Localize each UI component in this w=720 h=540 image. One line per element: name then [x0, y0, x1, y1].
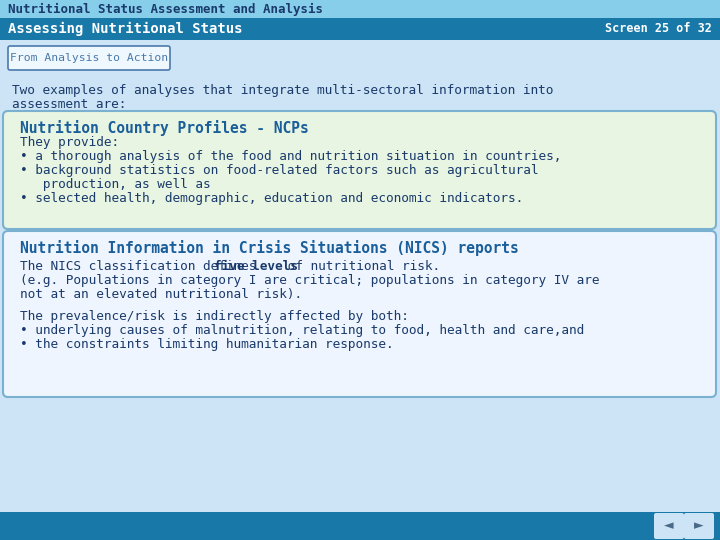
FancyBboxPatch shape: [8, 46, 170, 70]
Text: five levels: five levels: [214, 260, 297, 273]
Text: • underlying causes of malnutrition, relating to food, health and care,and: • underlying causes of malnutrition, rel…: [20, 324, 584, 337]
FancyBboxPatch shape: [684, 513, 714, 539]
FancyBboxPatch shape: [3, 231, 716, 397]
Text: Two examples of analyses that integrate multi-sectoral information into: Two examples of analyses that integrate …: [12, 84, 554, 97]
FancyBboxPatch shape: [0, 0, 720, 18]
Text: Nutritional Status Assessment and Analysis: Nutritional Status Assessment and Analys…: [8, 3, 323, 16]
Text: • background statistics on food-related factors such as agricultural: • background statistics on food-related …: [20, 164, 539, 177]
FancyBboxPatch shape: [3, 111, 716, 229]
Text: ►: ►: [694, 519, 704, 532]
Text: ◄: ◄: [664, 519, 674, 532]
Text: production, as well as: production, as well as: [20, 178, 211, 191]
Text: • a thorough analysis of the food and nutrition situation in countries,: • a thorough analysis of the food and nu…: [20, 150, 562, 163]
Text: They provide:: They provide:: [20, 136, 119, 149]
Text: Nutrition Information in Crisis Situations (NICS) reports: Nutrition Information in Crisis Situatio…: [20, 240, 518, 256]
Text: of nutritional risk.: of nutritional risk.: [280, 260, 440, 273]
Text: assessment are:: assessment are:: [12, 98, 127, 111]
FancyBboxPatch shape: [654, 513, 684, 539]
Text: not at an elevated nutritional risk).: not at an elevated nutritional risk).: [20, 288, 302, 301]
Text: The NICS classification defines: The NICS classification defines: [20, 260, 264, 273]
Text: • the constraints limiting humanitarian response.: • the constraints limiting humanitarian …: [20, 338, 394, 351]
Text: • selected health, demographic, education and economic indicators.: • selected health, demographic, educatio…: [20, 192, 523, 205]
Text: Screen 25 of 32: Screen 25 of 32: [605, 23, 712, 36]
FancyBboxPatch shape: [0, 512, 720, 540]
FancyBboxPatch shape: [0, 18, 720, 40]
Text: From Analysis to Action: From Analysis to Action: [10, 53, 168, 63]
Text: (e.g. Populations in category I are critical; populations in category IV are: (e.g. Populations in category I are crit…: [20, 274, 600, 287]
Text: Assessing Nutritional Status: Assessing Nutritional Status: [8, 22, 243, 36]
Text: Nutrition Country Profiles - NCPs: Nutrition Country Profiles - NCPs: [20, 120, 309, 136]
Text: The prevalence/risk is indirectly affected by both:: The prevalence/risk is indirectly affect…: [20, 310, 409, 323]
